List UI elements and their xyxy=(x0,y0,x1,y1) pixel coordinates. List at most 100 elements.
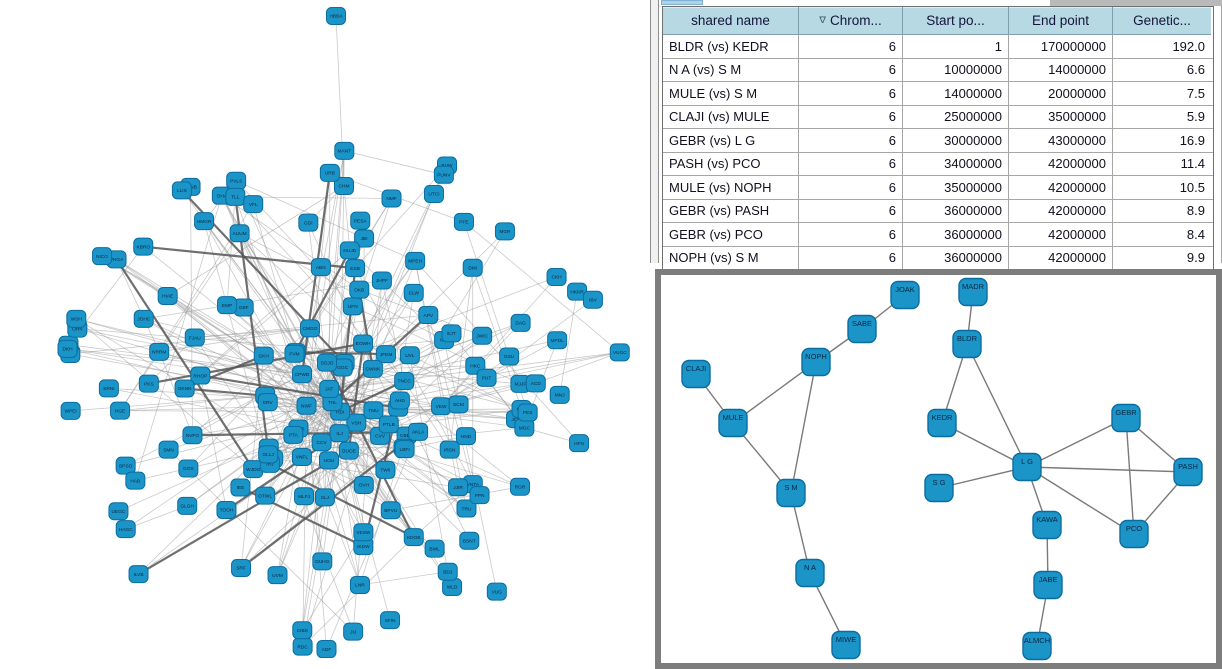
network-edge[interactable] xyxy=(269,462,415,539)
network-node[interactable]: VESW xyxy=(353,523,374,542)
network-node[interactable]: DUHO xyxy=(312,552,333,571)
network-edge-GEBR-PCO[interactable] xyxy=(1125,417,1135,535)
column-header-genetic[interactable]: Genetic... xyxy=(1113,7,1211,35)
network-node[interactable]: VNFL xyxy=(291,448,312,467)
network-node[interactable]: CLW xyxy=(403,283,424,302)
network-edge[interactable] xyxy=(68,344,303,375)
network-edge[interactable] xyxy=(243,307,340,434)
node-MIWE[interactable]: MIWE xyxy=(831,630,861,660)
network-edge-BLDR-L G[interactable] xyxy=(966,343,1028,468)
network-node[interactable]: JAT xyxy=(319,380,340,399)
network-edge[interactable] xyxy=(559,291,578,395)
table-row[interactable]: GEBR (vs) L G 6 30000000 43000000 16.9 xyxy=(663,129,1213,153)
table-row[interactable]: PASH (vs) PCO 6 34000000 42000000 11.4 xyxy=(663,152,1213,176)
network-node[interactable]: TWII xyxy=(375,460,396,479)
node-MADR[interactable]: MADR xyxy=(958,277,988,307)
network-node[interactable]: HIAE xyxy=(157,287,178,306)
network-node[interactable]: MNJ xyxy=(549,385,570,404)
network-edge-GEBR-L G[interactable] xyxy=(1026,417,1127,468)
network-node[interactable]: BPSO xyxy=(115,456,136,475)
network-node[interactable]: PKS xyxy=(138,374,159,393)
network-node[interactable]: HBBA xyxy=(326,7,346,25)
network-node[interactable]: MPDL xyxy=(547,331,568,350)
network-node[interactable]: UTCI xyxy=(423,185,444,204)
network-node[interactable]: SRF xyxy=(231,559,252,578)
network-edge[interactable] xyxy=(347,343,365,451)
network-edge[interactable] xyxy=(379,339,558,437)
network-node[interactable]: PVLS xyxy=(226,171,247,190)
table-row[interactable]: N A (vs) S M 6 10000000 14000000 6.6 xyxy=(663,58,1213,82)
network-edge[interactable] xyxy=(321,442,326,498)
network-node[interactable]: TNCC xyxy=(394,372,415,391)
network-edge[interactable] xyxy=(344,150,444,176)
network-edge[interactable] xyxy=(359,571,448,586)
node-PASH[interactable]: PASH xyxy=(1173,457,1203,487)
node-JABE[interactable]: JABE xyxy=(1033,570,1063,600)
network-node[interactable]: GDI xyxy=(298,213,319,232)
network-node[interactable]: EOWH xyxy=(353,334,374,353)
network-edge[interactable] xyxy=(67,348,303,375)
network-node[interactable]: OUOE xyxy=(338,441,359,460)
table-vertical-scrollbar[interactable] xyxy=(650,0,659,263)
network-edge[interactable] xyxy=(463,221,621,353)
network-node[interactable]: GSU xyxy=(499,347,520,366)
network-edge[interactable] xyxy=(349,250,445,341)
network-node[interactable]: DMI xyxy=(462,258,483,277)
network-node[interactable]: IRSN xyxy=(439,440,460,459)
network-node[interactable]: LLIS xyxy=(171,181,192,200)
network-edge[interactable] xyxy=(409,354,528,413)
network-edge[interactable] xyxy=(381,280,405,382)
network-node[interactable]: CWNK xyxy=(362,359,383,378)
network-node[interactable]: RDC xyxy=(292,637,313,656)
network-node[interactable]: BWL xyxy=(424,539,445,558)
network-edge[interactable] xyxy=(302,405,307,647)
network-node[interactable]: LBFI xyxy=(394,440,415,459)
network-node[interactable]: UFN xyxy=(342,297,363,316)
network-edge[interactable] xyxy=(404,435,467,450)
network-edge[interactable] xyxy=(200,374,399,409)
node-CLAJI[interactable]: CLAJI xyxy=(681,359,711,389)
node-ALMCH[interactable]: ALMCH xyxy=(1022,631,1052,661)
network-edge[interactable] xyxy=(332,401,517,420)
network-edge[interactable] xyxy=(301,532,364,631)
node-L G[interactable]: L G xyxy=(1012,452,1042,482)
network-node[interactable]: RGR xyxy=(510,477,531,496)
network-node[interactable]: MGC xyxy=(514,418,535,437)
network-node[interactable]: MGR xyxy=(494,222,515,241)
network-node[interactable]: PES xyxy=(517,403,538,422)
network-node[interactable]: ABG xyxy=(310,258,331,277)
table-row[interactable]: MULE (vs) S M 6 14000000 20000000 7.5 xyxy=(663,82,1213,106)
network-node[interactable]: GKH xyxy=(253,346,274,365)
network-edge[interactable] xyxy=(339,380,405,413)
network-edge[interactable] xyxy=(443,339,498,592)
network-edge[interactable] xyxy=(302,410,374,647)
network-node[interactable]: VUG xyxy=(486,582,507,601)
network-node[interactable]: MANT xyxy=(334,141,355,160)
large-network-canvas[interactable]: HBBACHMDMIJOHCABGIGPJCDRDCCIBSTWIIPVLSEG… xyxy=(0,0,650,669)
network-edge[interactable] xyxy=(203,220,271,464)
network-node[interactable]: PFE xyxy=(453,212,474,231)
network-node[interactable]: CMGO xyxy=(300,319,321,338)
network-node[interactable]: TMU xyxy=(363,401,384,420)
network-node[interactable]: PPN xyxy=(469,486,490,505)
network-node[interactable]: OKNN xyxy=(174,379,195,398)
table-row[interactable]: CLAJI (vs) MULE 6 25000000 35000000 5.9 xyxy=(663,105,1213,129)
network-node[interactable]: WJDG xyxy=(243,460,264,479)
network-node[interactable]: URB xyxy=(319,163,340,182)
network-node[interactable]: RHOP xyxy=(190,366,211,385)
network-edge[interactable] xyxy=(329,339,558,390)
network-node[interactable]: IBV xyxy=(582,290,603,309)
network-edge-MULE-NOPH[interactable] xyxy=(732,361,817,424)
node-N A[interactable]: N A xyxy=(795,558,825,588)
network-node[interactable]: HGE xyxy=(110,401,131,420)
network-edge[interactable] xyxy=(200,375,307,407)
node-S M[interactable]: S M xyxy=(776,478,806,508)
table-row[interactable]: NOPH (vs) S M 6 36000000 42000000 9.9 xyxy=(663,246,1213,269)
network-edge[interactable] xyxy=(120,388,330,412)
network-node[interactable]: JOHC xyxy=(133,309,154,328)
network-node[interactable]: MPEH xyxy=(405,251,426,270)
column-header-shared_name[interactable]: shared name xyxy=(663,7,799,35)
network-node[interactable]: SLJ xyxy=(314,488,335,507)
node-SABE[interactable]: SABE xyxy=(847,314,877,344)
